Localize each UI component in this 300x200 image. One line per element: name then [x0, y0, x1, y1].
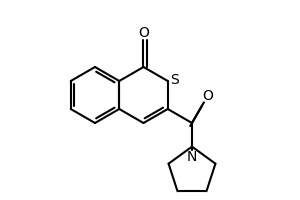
Text: N: N	[187, 150, 197, 164]
Text: S: S	[170, 73, 179, 87]
Text: O: O	[202, 89, 213, 103]
Text: O: O	[138, 26, 149, 40]
